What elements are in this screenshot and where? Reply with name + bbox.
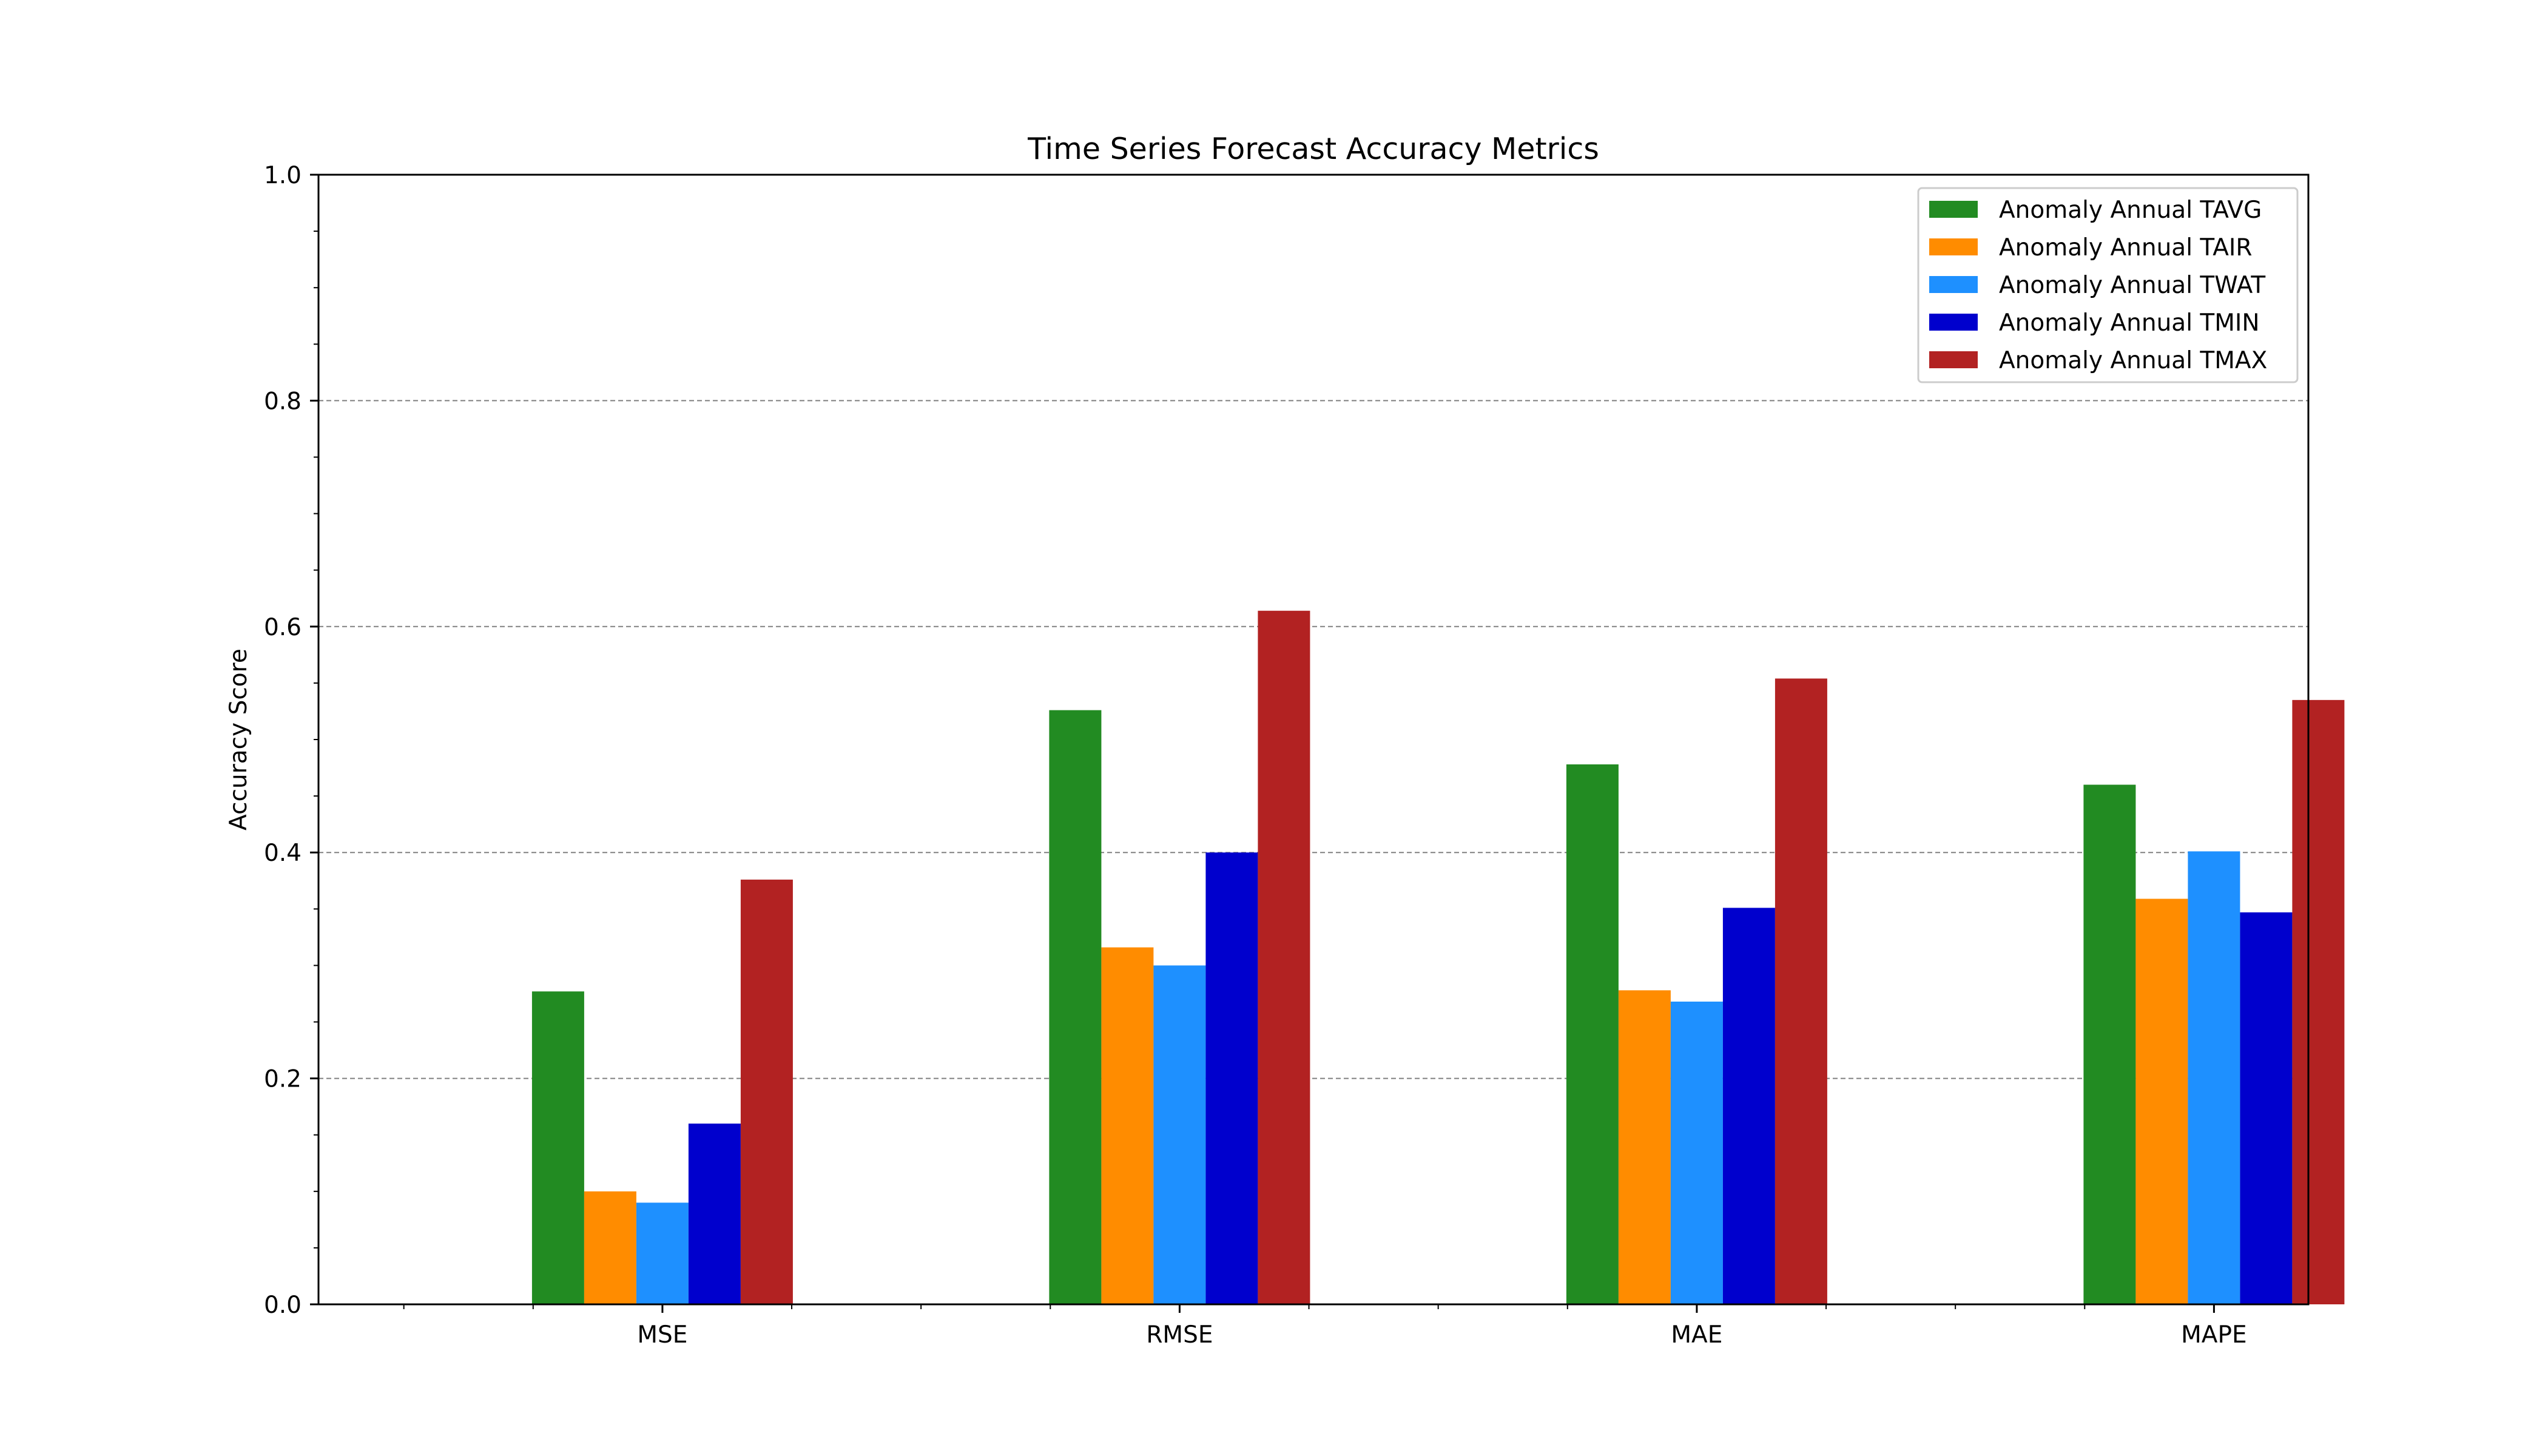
y-tick-label: 0.4 — [264, 840, 302, 867]
grid-lines — [318, 400, 2308, 1079]
bar — [1618, 990, 1671, 1304]
x-tick-label: MAE — [1671, 1321, 1722, 1349]
x-tick-label: MAPE — [2181, 1321, 2247, 1349]
legend-frame — [1917, 187, 2299, 383]
bar — [1049, 710, 1102, 1304]
legend-entry-label: Anomaly Annual TMAX — [1999, 347, 2267, 374]
bar — [2135, 898, 2188, 1304]
bar — [636, 1202, 689, 1304]
bar — [1774, 678, 1827, 1304]
y-tick-label: 1.0 — [264, 162, 302, 189]
bar — [531, 991, 584, 1304]
bar — [2188, 851, 2240, 1304]
x-tick-label: RMSE — [1146, 1321, 1213, 1349]
legend-swatch — [1929, 314, 1978, 331]
legend: Anomaly Annual TAVG Anomaly Annual TAIR An… — [1917, 187, 2299, 383]
bar — [1670, 1001, 1723, 1304]
bar — [2292, 699, 2345, 1304]
bar — [688, 1124, 741, 1304]
bar — [2240, 912, 2293, 1304]
y-axis-label: Accuracy Score — [225, 649, 252, 831]
bar — [584, 1191, 636, 1304]
y-axis: 0.0 0.2 0.4 0.6 0.8 1.0 — [264, 162, 318, 1319]
y-tick-label: 0.2 — [264, 1066, 302, 1093]
legend-swatch — [1929, 276, 1978, 293]
legend-swatch — [1929, 238, 1978, 255]
legend-entry-label: Anomaly Annual TAIR — [1999, 234, 2253, 261]
bar — [1722, 908, 1775, 1304]
y-tick-label: 0.0 — [264, 1292, 302, 1319]
bar — [1101, 947, 1154, 1304]
legend-entry-label: Anomaly Annual TMIN — [1999, 309, 2260, 337]
y-tick-label: 0.6 — [264, 614, 302, 641]
chart-title: Time Series Forecast Accuracy Metrics — [1027, 132, 1599, 166]
bar — [1566, 764, 1619, 1304]
x-axis: MSE RMSE MAE MAPE — [403, 1304, 2247, 1349]
legend-swatch — [1929, 351, 1978, 368]
x-tick-label: MSE — [637, 1321, 687, 1349]
bars — [531, 610, 2345, 1305]
bar — [1153, 965, 1206, 1304]
bar — [2083, 784, 2136, 1304]
y-tick-label: 0.8 — [264, 388, 302, 415]
legend-entry-label: Anomaly Annual TAVG — [1999, 197, 2262, 224]
bar — [1205, 852, 1258, 1304]
legend-entry-label: Anomaly Annual TWAT — [1999, 272, 2265, 299]
bar — [1258, 610, 1310, 1305]
legend-swatch — [1929, 201, 1978, 218]
bar — [740, 879, 793, 1304]
